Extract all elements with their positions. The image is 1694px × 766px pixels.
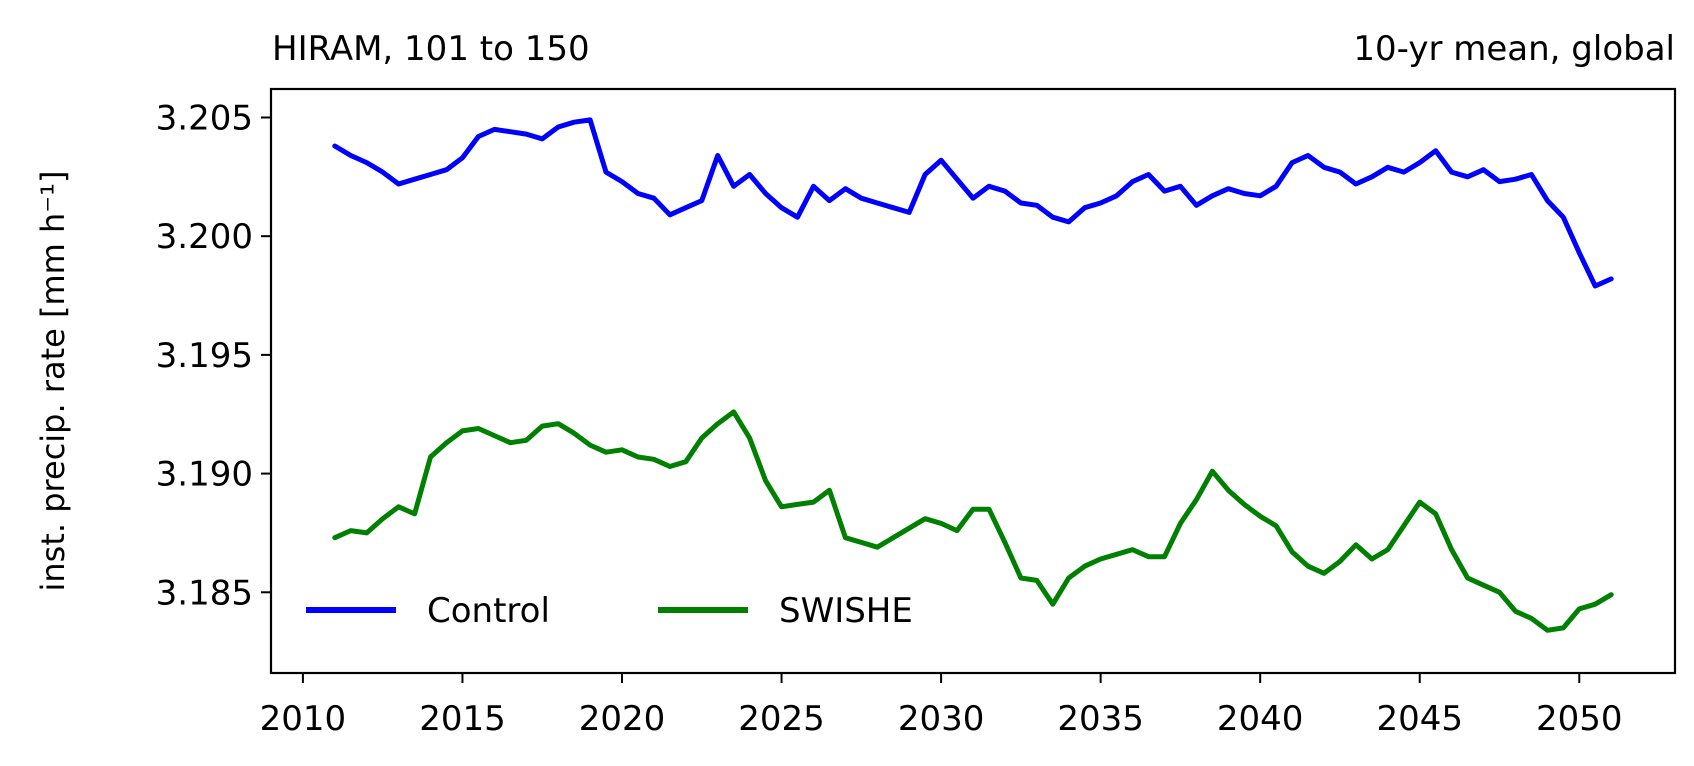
legend-label-control: Control bbox=[427, 591, 550, 631]
x-tick-label: 2040 bbox=[1217, 699, 1304, 739]
y-tick-label: 3.185 bbox=[156, 573, 253, 613]
plot-frame bbox=[269, 87, 1677, 675]
x-tick-label: 2020 bbox=[579, 699, 666, 739]
chart-title-right: 10-yr mean, global bbox=[1353, 29, 1675, 69]
x-tick-label: 2030 bbox=[898, 699, 985, 739]
series-line-control bbox=[332, 117, 1614, 289]
y-tick-label: 3.190 bbox=[156, 455, 253, 495]
y-tick-label: 3.205 bbox=[156, 98, 253, 138]
x-tick-label: 2010 bbox=[260, 699, 347, 739]
y-axis-label: inst. precip. rate [mm h⁻¹] bbox=[34, 171, 72, 592]
series-line-swishe bbox=[332, 409, 1614, 633]
x-tick-label: 2035 bbox=[1057, 699, 1144, 739]
x-tick-label: 2045 bbox=[1376, 699, 1463, 739]
legend: Control SWISHE bbox=[306, 591, 913, 631]
x-tick-label: 2050 bbox=[1536, 699, 1623, 739]
x-axis: 2010 2015 2020 2025 2030 2035 2040 2045 2050 bbox=[260, 673, 1623, 739]
x-tick-label: 2015 bbox=[419, 699, 506, 739]
y-axis: 3.185 3.190 3.195 3.200 3.205 bbox=[156, 98, 271, 613]
legend-label-swishe: SWISHE bbox=[779, 591, 913, 631]
x-tick-label: 2025 bbox=[738, 699, 825, 739]
chart-title-left: HIRAM, 101 to 150 bbox=[272, 29, 590, 69]
y-tick-label: 3.200 bbox=[156, 217, 253, 257]
plot-lines bbox=[332, 117, 1614, 633]
y-tick-label: 3.195 bbox=[156, 336, 253, 376]
